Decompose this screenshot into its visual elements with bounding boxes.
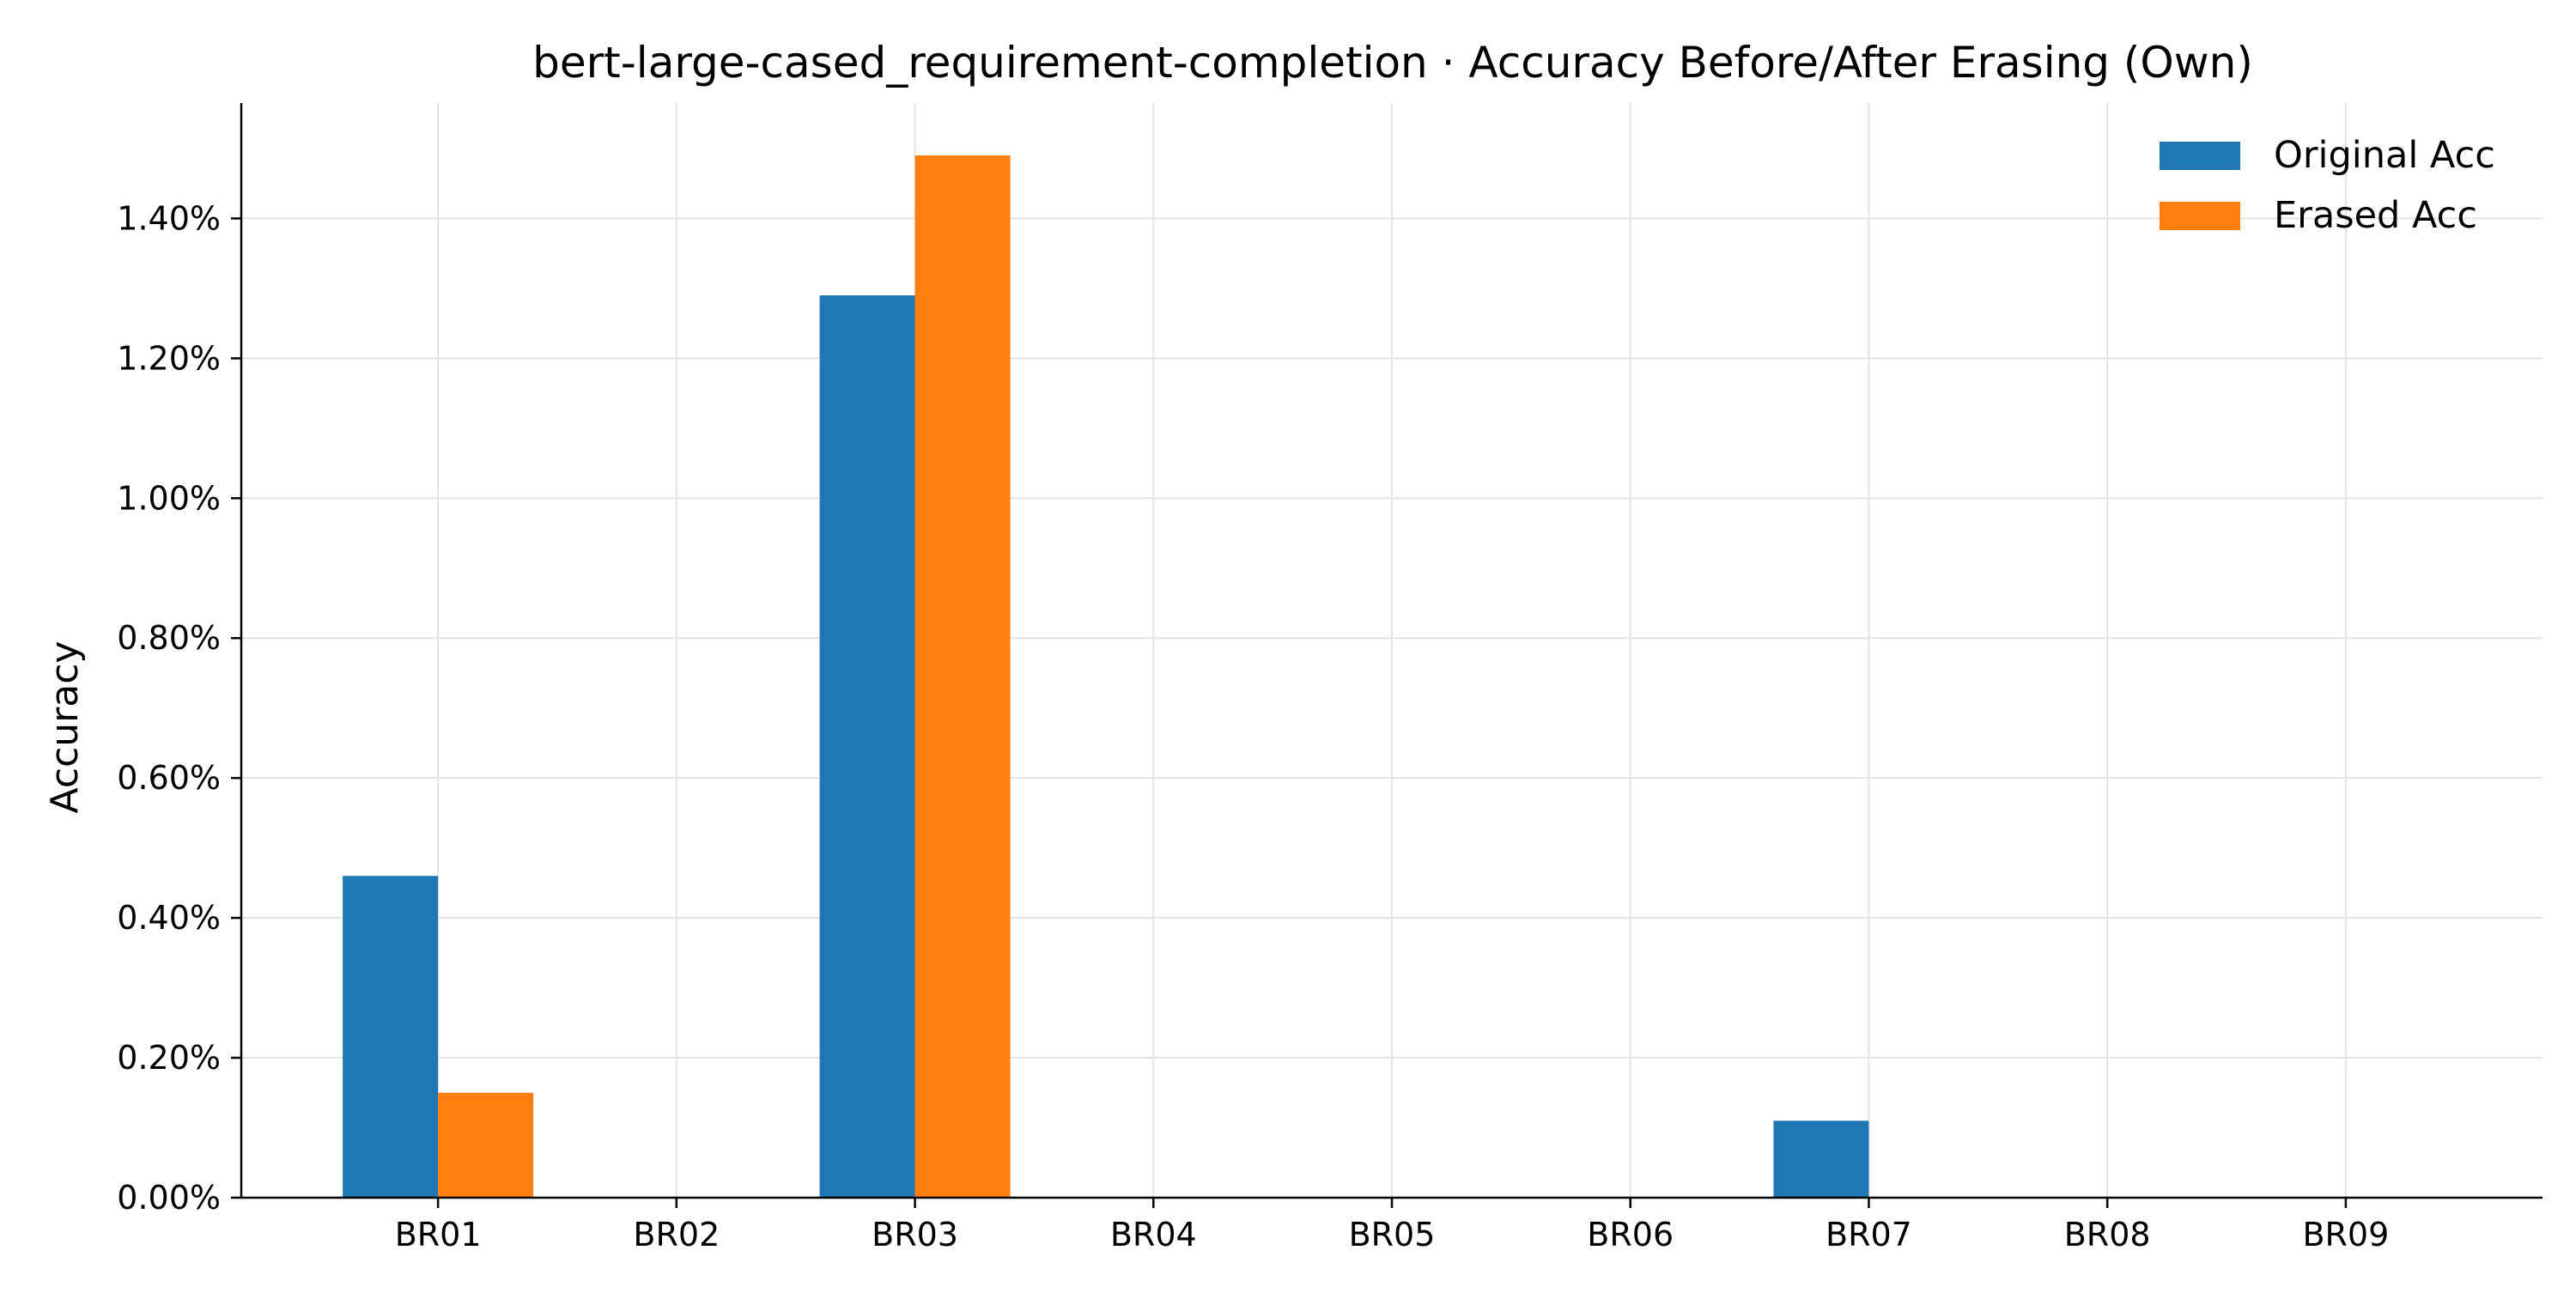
grid <box>241 103 2543 1199</box>
y-tick-labels: 0.00% 0.20% 0.40% 0.60% 0.80% 1.00% 1.20% 1.40% <box>117 199 221 1217</box>
chart-title: bert-large-cased_requirement-completion … <box>532 38 2253 88</box>
y-tick-label: 0.60% <box>117 759 221 797</box>
x-tick-labels: BR01 BR02 BR03 BR04 BR05 BR06 BR07 BR08 BR09 <box>395 1216 2390 1253</box>
x-tick-label: BR02 <box>633 1216 720 1253</box>
y-axis-label: Accuracy <box>43 641 87 814</box>
legend-label-erased: Erased Acc <box>2274 194 2477 237</box>
y-tick-label: 1.00% <box>117 479 221 517</box>
bar-br01-original <box>343 876 439 1198</box>
bars <box>343 155 1869 1199</box>
y-tick-label: 1.40% <box>117 199 221 237</box>
x-tick-label: BR04 <box>1110 1216 1197 1253</box>
y-tick-label: 0.40% <box>117 899 221 937</box>
legend-label-original: Original Acc <box>2274 134 2495 177</box>
x-tick-label: BR01 <box>395 1216 482 1253</box>
x-tick-label: BR03 <box>872 1216 958 1253</box>
y-tick-label: 0.80% <box>117 619 221 657</box>
x-tick-label: BR07 <box>1826 1216 1912 1253</box>
legend-swatch-original <box>2160 142 2240 170</box>
bar-br03-erased <box>914 155 1011 1198</box>
x-tick-label: BR06 <box>1587 1216 1674 1253</box>
bar-br03-original <box>819 295 915 1199</box>
x-tick-label: BR05 <box>1349 1216 1436 1253</box>
y-tick-label: 0.20% <box>117 1039 221 1077</box>
bar-br01-erased <box>438 1092 534 1198</box>
legend-swatch-erased <box>2160 202 2240 230</box>
legend: Original Acc Erased Acc <box>2160 134 2495 237</box>
x-tick-label: BR09 <box>2302 1216 2389 1253</box>
bar-br07-original <box>1773 1120 1869 1198</box>
x-tick-label: BR08 <box>2064 1216 2151 1253</box>
axes <box>231 103 2543 1208</box>
y-tick-label: 0.00% <box>117 1179 221 1217</box>
y-tick-label: 1.20% <box>117 339 221 377</box>
